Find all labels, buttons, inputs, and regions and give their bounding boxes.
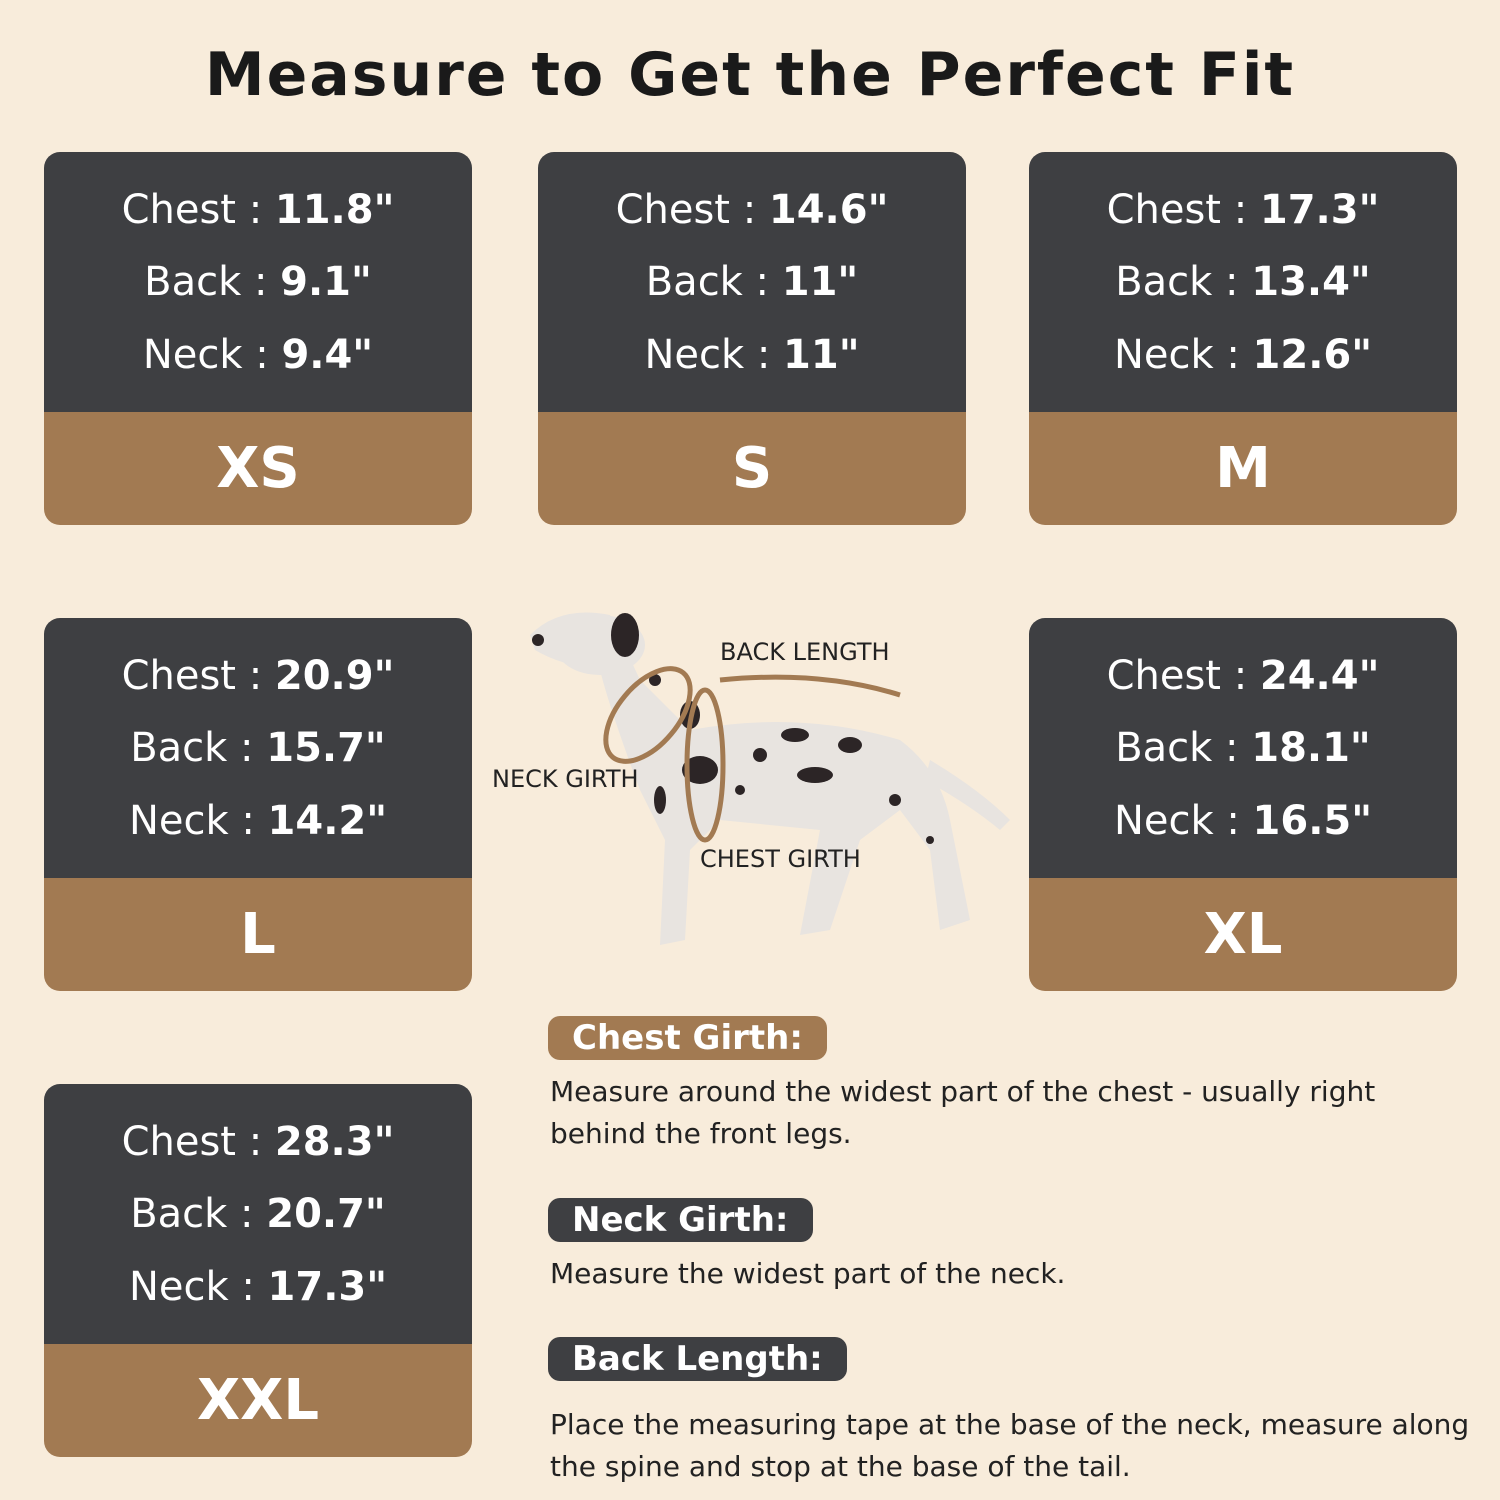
back-value: 11" [781,259,859,305]
size-label: XL [1029,878,1457,991]
back-value: 18.1" [1251,725,1371,771]
measurements-panel: Chest : 14.6" Back : 11" Neck : 11" [538,152,966,412]
back-measurement: Back : 20.7" [130,1191,386,1237]
chest-label: Chest [615,186,730,233]
size-label: S [538,412,966,525]
neck-measurement: Neck : 14.2" [128,797,388,844]
size-label: XXL [44,1344,472,1457]
chest-label: Chest [1106,186,1221,233]
page-title: Measure to Get the Perfect Fit [204,40,1296,110]
measurements-panel: Chest : 28.3" Back : 20.7" Neck : 17.3" [44,1084,472,1344]
size-card-s: Chest : 14.6" Back : 11" Neck : 11" S [538,152,966,525]
neck-measurement: Neck : 11" [644,331,860,378]
size-card-xl: Chest : 24.4" Back : 18.1" Neck : 16.5" XL [1029,618,1457,991]
neck-value: 9.4" [281,331,374,378]
neck-label: Neck [128,1263,229,1310]
chest-value: 24.4" [1259,652,1380,699]
chest-measurement: Chest : 14.6" [615,186,889,233]
neck-measurement: Neck : 16.5" [1113,797,1373,844]
back-label: Back [645,259,743,305]
chest-label: Chest [121,652,236,699]
measurements-panel: Chest : 20.9" Back : 15.7" Neck : 14.2" [44,618,472,878]
back-label: Back [130,725,228,771]
back-length-label: BACK LENGTH [720,638,890,666]
chest-girth-description: Measure around the widest part of the ch… [550,1075,1376,1150]
neck-girth-description: Measure the widest part of the neck. [550,1257,1066,1290]
neck-value: 16.5" [1252,797,1373,844]
size-card-l: Chest : 20.9" Back : 15.7" Neck : 14.2" L [44,618,472,991]
back-value: 9.1" [280,259,372,305]
chest-measurement: Chest : 17.3" [1106,186,1380,233]
neck-girth-heading: Neck Girth: [548,1198,813,1242]
back-measurement: Back : 9.1" [144,259,372,305]
size-card-m: Chest : 17.3" Back : 13.4" Neck : 12.6" M [1029,152,1457,525]
chest-label: Chest [1106,652,1221,699]
neck-label: Neck [644,331,745,378]
neck-label: Neck [142,331,243,378]
back-label: Back [1115,725,1213,771]
neck-label: Neck [128,797,229,844]
back-label: Back [130,1191,228,1237]
back-value: 20.7" [266,1191,386,1237]
back-measurement: Back : 11" [645,259,859,305]
back-label: Back [1115,259,1213,305]
neck-value: 12.6" [1252,331,1373,378]
neck-value: 17.3" [267,1263,388,1310]
neck-measurement: Neck : 17.3" [128,1263,388,1310]
back-measurement: Back : 15.7" [130,725,386,771]
chest-girth-label: CHEST GIRTH [700,845,861,873]
chest-measurement: Chest : 28.3" [121,1118,395,1165]
dalmatian-illustration [530,612,1010,945]
neck-label: Neck [1113,797,1214,844]
back-value: 15.7" [266,725,386,771]
back-length-heading: Back Length: [548,1337,847,1381]
size-label: M [1029,412,1457,525]
neck-measurement: Neck : 9.4" [142,331,374,378]
chest-value: 14.6" [768,186,889,233]
chest-girth-heading: Chest Girth: [548,1016,827,1060]
back-measurement: Back : 13.4" [1115,259,1371,305]
chest-value: 28.3" [274,1118,395,1165]
neck-value: 11" [783,331,860,378]
chest-label: Chest [121,186,236,233]
neck-label: Neck [1113,331,1214,378]
size-card-xs: Chest : 11.8" Back : 9.1" Neck : 9.4" XS [44,152,472,525]
back-label: Back [144,259,242,305]
neck-measurement: Neck : 12.6" [1113,331,1373,378]
chest-value: 17.3" [1259,186,1380,233]
measurements-panel: Chest : 24.4" Back : 18.1" Neck : 16.5" [1029,618,1457,878]
chest-measurement: Chest : 20.9" [121,652,395,699]
neck-value: 14.2" [267,797,388,844]
measurements-panel: Chest : 11.8" Back : 9.1" Neck : 9.4" [44,152,472,412]
size-card-xxl: Chest : 28.3" Back : 20.7" Neck : 17.3" XXL [44,1084,472,1457]
chest-measurement: Chest : 11.8" [121,186,395,233]
chest-measurement: Chest : 24.4" [1106,652,1380,699]
measurements-panel: Chest : 17.3" Back : 13.4" Neck : 12.6" [1029,152,1457,412]
chest-value: 11.8" [274,186,395,233]
back-value: 13.4" [1251,259,1371,305]
chest-value: 20.9" [274,652,395,699]
neck-girth-label: NECK GIRTH [492,765,639,793]
chest-label: Chest [121,1118,236,1165]
size-label: L [44,878,472,991]
back-measurement: Back : 18.1" [1115,725,1371,771]
back-length-description: Place the measuring tape at the base of … [550,1408,1470,1483]
size-label: XS [44,412,472,525]
